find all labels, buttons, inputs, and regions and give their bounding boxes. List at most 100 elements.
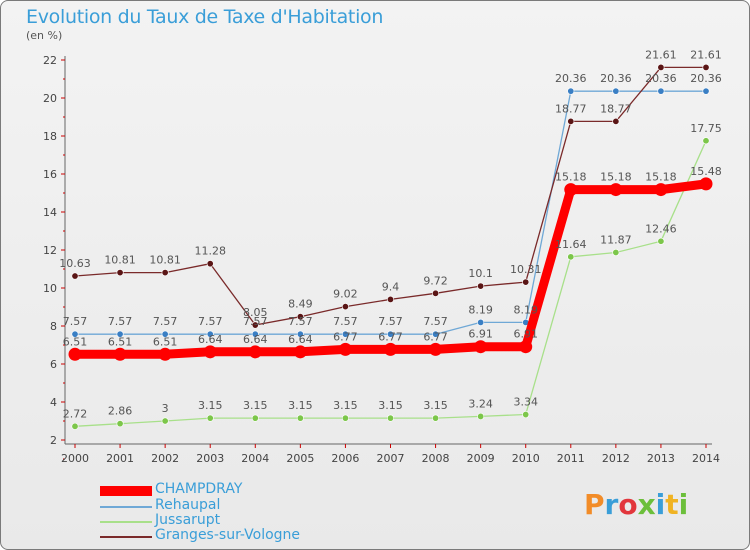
logo-letter: i bbox=[678, 488, 689, 521]
legend-swatch-granges-sur-vologne bbox=[100, 536, 152, 538]
data-label: 7.57 bbox=[423, 315, 448, 328]
data-point bbox=[612, 248, 620, 256]
data-point bbox=[251, 330, 259, 338]
data-label: 10.81 bbox=[104, 254, 136, 267]
data-label: 6.77 bbox=[378, 330, 403, 343]
data-point bbox=[116, 269, 124, 277]
data-label: 11.64 bbox=[555, 238, 587, 251]
x-tick-label: 2003 bbox=[196, 452, 224, 465]
data-label: 2.72 bbox=[63, 407, 88, 420]
data-point bbox=[206, 260, 214, 268]
data-point bbox=[477, 318, 485, 326]
data-label: 21.61 bbox=[690, 48, 722, 61]
data-label: 8.05 bbox=[243, 306, 268, 319]
y-tick-label: 10 bbox=[43, 282, 57, 295]
data-point bbox=[386, 295, 394, 303]
data-label: 7.57 bbox=[198, 315, 223, 328]
legend-swatch-champdray bbox=[100, 486, 152, 496]
data-point bbox=[341, 330, 349, 338]
logo-letter: o bbox=[618, 488, 638, 521]
x-tick-label: 2006 bbox=[331, 452, 359, 465]
data-label: 7.57 bbox=[63, 315, 88, 328]
data-label: 6.91 bbox=[513, 328, 538, 341]
data-point bbox=[296, 414, 304, 422]
data-label: 3.15 bbox=[333, 399, 358, 412]
data-label: 3.24 bbox=[468, 397, 493, 410]
data-point bbox=[567, 253, 575, 261]
data-point bbox=[203, 345, 217, 359]
data-point bbox=[116, 330, 124, 338]
data-label: 20.36 bbox=[600, 72, 632, 85]
x-tick-label: 2001 bbox=[106, 452, 134, 465]
data-point bbox=[432, 414, 440, 422]
data-label: 9.72 bbox=[423, 274, 448, 287]
data-label: 3 bbox=[162, 402, 169, 415]
data-label: 3.15 bbox=[288, 399, 313, 412]
data-point bbox=[116, 420, 124, 428]
data-point bbox=[522, 278, 530, 286]
data-point bbox=[161, 269, 169, 277]
data-point bbox=[71, 272, 79, 280]
chart-unit-label: (en %) bbox=[26, 29, 63, 42]
data-label: 21.61 bbox=[645, 48, 677, 61]
logo-letter: x bbox=[637, 488, 656, 521]
data-point bbox=[657, 87, 665, 95]
data-label: 6.51 bbox=[63, 335, 88, 348]
y-tick-label: 16 bbox=[43, 168, 57, 181]
y-tick-label: 20 bbox=[43, 92, 57, 105]
data-label: 6.77 bbox=[333, 330, 358, 343]
data-label: 18.77 bbox=[555, 102, 587, 115]
data-label: 11.28 bbox=[194, 245, 226, 258]
data-point bbox=[477, 282, 485, 290]
data-point bbox=[386, 414, 394, 422]
x-tick-label: 2013 bbox=[647, 452, 675, 465]
data-point bbox=[113, 347, 127, 361]
data-point bbox=[702, 137, 710, 145]
proxiti-logo: Proxiti bbox=[584, 488, 688, 521]
data-label: 3.15 bbox=[198, 399, 223, 412]
data-point bbox=[612, 117, 620, 125]
legend-label-rehaupal: Rehaupal bbox=[155, 497, 221, 513]
data-point bbox=[564, 183, 578, 197]
data-label: 10.31 bbox=[510, 263, 542, 276]
data-label: 7.57 bbox=[378, 315, 403, 328]
data-point bbox=[657, 237, 665, 245]
data-label: 3.34 bbox=[513, 396, 538, 409]
x-tick-label: 2005 bbox=[286, 452, 314, 465]
data-label: 6.91 bbox=[468, 328, 493, 341]
data-label: 20.36 bbox=[555, 72, 587, 85]
data-label: 15.18 bbox=[555, 171, 587, 184]
x-tick-label: 2009 bbox=[467, 452, 495, 465]
x-tick-label: 2011 bbox=[557, 452, 585, 465]
data-label: 12.46 bbox=[645, 222, 677, 235]
x-tick-label: 2014 bbox=[692, 452, 720, 465]
data-label: 15.48 bbox=[690, 165, 722, 178]
data-point bbox=[386, 330, 394, 338]
data-point bbox=[248, 345, 262, 359]
data-label: 20.36 bbox=[645, 72, 677, 85]
legend-label-jussarupt: Jussarupt bbox=[155, 512, 221, 528]
x-tick-label: 2007 bbox=[377, 452, 405, 465]
data-label: 6.51 bbox=[108, 335, 133, 348]
legend-label-champdray: CHAMPDRAY bbox=[155, 481, 243, 497]
data-point bbox=[657, 63, 665, 71]
legend-label-granges-sur-vologne: Granges-sur-Vologne bbox=[155, 527, 301, 543]
x-tick-label: 2008 bbox=[422, 452, 450, 465]
data-label: 9.4 bbox=[382, 280, 400, 293]
data-point bbox=[296, 313, 304, 321]
data-point bbox=[338, 342, 352, 356]
data-point bbox=[432, 289, 440, 297]
y-tick-label: 6 bbox=[50, 358, 57, 371]
logo-letter: P bbox=[584, 488, 605, 521]
legend-swatch-jussarupt bbox=[100, 521, 152, 523]
data-point bbox=[567, 87, 575, 95]
data-label: 6.51 bbox=[153, 335, 178, 348]
data-label: 8.19 bbox=[513, 303, 538, 316]
data-point bbox=[161, 417, 169, 425]
data-point bbox=[161, 330, 169, 338]
data-label: 6.64 bbox=[198, 333, 223, 346]
x-tick-label: 2000 bbox=[61, 452, 89, 465]
x-tick-label: 2012 bbox=[602, 452, 630, 465]
y-tick-label: 18 bbox=[43, 130, 57, 143]
